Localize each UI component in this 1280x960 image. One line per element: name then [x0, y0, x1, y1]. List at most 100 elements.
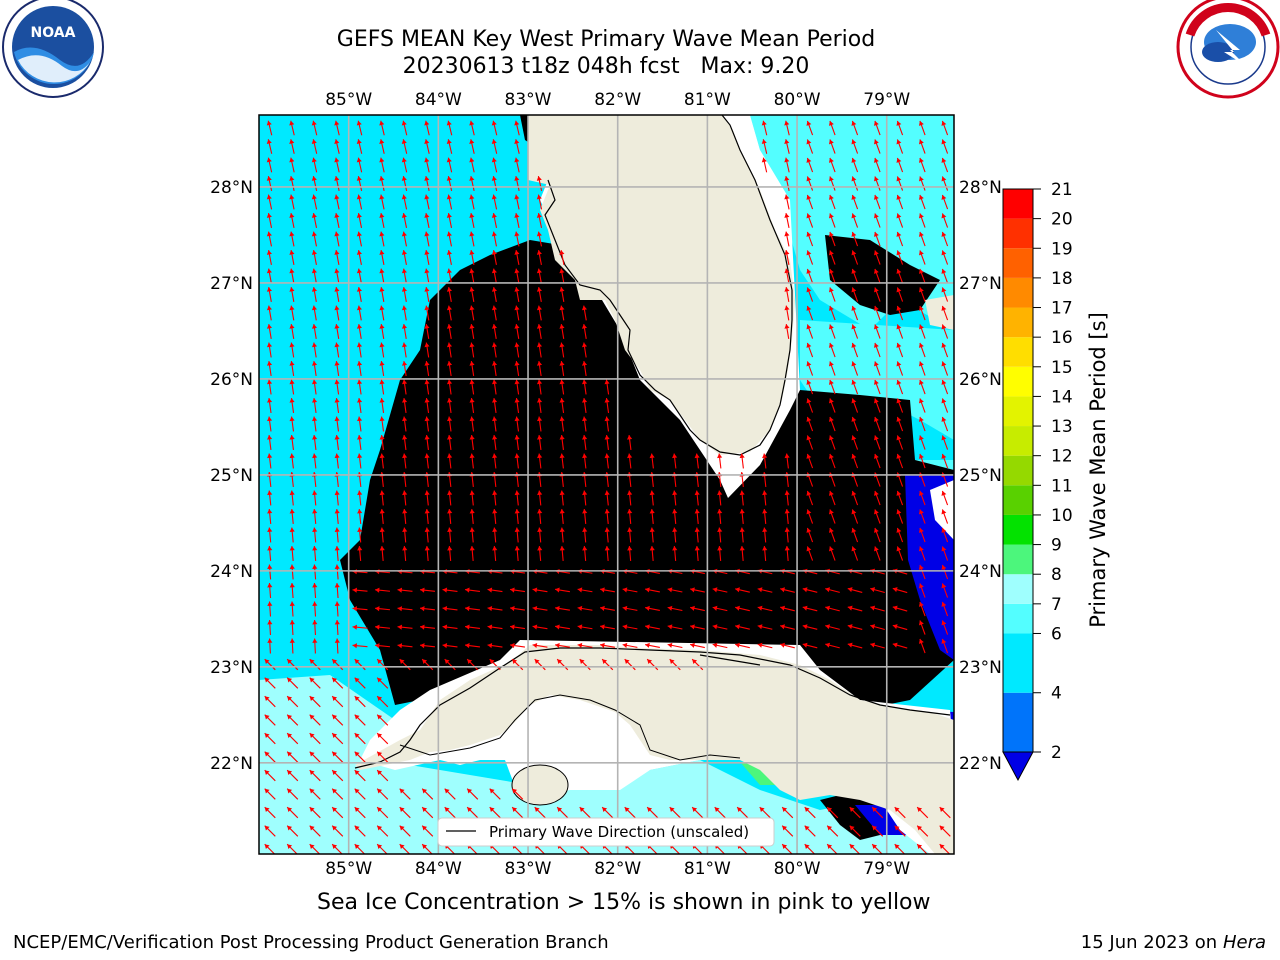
- wave-direction-arrowhead: [806, 324, 812, 330]
- lon-tick-label-bottom: 81°W: [684, 859, 731, 879]
- wave-direction-arrowhead: [379, 416, 385, 422]
- wave-direction-arrowhead: [806, 490, 812, 496]
- wave-direction-arrowhead: [309, 659, 315, 665]
- wave-direction-arrowhead: [312, 583, 318, 588]
- wave-direction-arrowhead: [357, 509, 363, 514]
- wave-direction-arrowhead: [828, 398, 834, 404]
- wave-direction-arrowhead: [784, 157, 790, 163]
- axis-tick-labels: 85°W 85°W 84°W 84°W 83°W 83°W 82°W 82°W 81°W 81°W…: [210, 90, 1002, 879]
- wave-direction-arrowhead: [847, 642, 853, 648]
- wave-direction-arrowhead: [356, 379, 363, 385]
- wave-direction-arrowhead: [491, 379, 498, 385]
- wave-direction-arrowhead: [873, 287, 879, 293]
- wave-direction-arrowhead: [828, 527, 834, 533]
- wave-direction-arrowhead: [489, 807, 495, 813]
- wave-direction-arrowhead: [402, 416, 408, 422]
- wave-direction-arrowhead: [536, 287, 542, 292]
- wave-direction-arrowhead: [375, 587, 380, 593]
- wave-direction-arrowhead: [892, 587, 898, 593]
- wave-direction-arrowhead: [375, 643, 380, 649]
- wave-direction-arrowhead: [289, 435, 295, 440]
- lon-tick-label-top: 80°W: [774, 90, 821, 110]
- wave-direction-arrowhead: [555, 605, 560, 612]
- lat-tick-label-left: 26°N: [210, 370, 253, 390]
- noaa-logo-icon: NOAA: [2, 0, 104, 98]
- ocean-period-6-7: [800, 320, 954, 440]
- wave-direction-arrowhead: [537, 527, 543, 533]
- wave-direction-arrowhead: [267, 509, 273, 514]
- wave-direction-arrowhead: [401, 361, 408, 366]
- wave-direction-arrowhead: [577, 624, 583, 630]
- wave-direction-arrowhead: [334, 453, 340, 459]
- wave-direction-arrowhead: [469, 157, 475, 163]
- wave-direction-arrowhead: [872, 807, 878, 813]
- wave-direction-arrowhead: [289, 509, 295, 514]
- wave-direction-arrowhead: [514, 361, 520, 366]
- wave-direction-arrowhead: [649, 453, 655, 459]
- wave-direction-arrowhead: [647, 807, 653, 813]
- wave-direction-arrowhead: [289, 638, 295, 643]
- wave-direction-arrowhead: [264, 844, 270, 850]
- wave-direction-arrowhead: [600, 624, 605, 630]
- wave-direction-arrowhead: [379, 213, 385, 218]
- wave-direction-arrowhead: [600, 642, 605, 648]
- wave-direction-arrowhead: [289, 601, 295, 606]
- wave-direction-arrowhead: [469, 213, 475, 218]
- wave-direction-arrowhead: [555, 624, 560, 630]
- wave-direction-arrowhead: [532, 605, 538, 612]
- wave-direction-arrowhead: [873, 398, 879, 404]
- wave-direction-arrowhead: [828, 546, 834, 552]
- wave-direction-arrowhead: [782, 807, 788, 813]
- wave-direction-arrowhead: [694, 546, 700, 551]
- wave-direction-arrowhead: [604, 416, 610, 422]
- wave-direction-arrowhead: [469, 139, 475, 144]
- ocean-period-6-7: [259, 675, 954, 854]
- wave-direction-arrowhead: [784, 509, 790, 514]
- wave-direction-arrowhead: [896, 398, 902, 404]
- wave-direction-arrowhead: [469, 416, 475, 422]
- wave-direction-arrowhead: [334, 361, 340, 366]
- colorbar-tick-label: 4: [1051, 684, 1062, 704]
- colorbar-segment: [1003, 218, 1033, 249]
- wave-direction-arrowhead: [514, 490, 520, 496]
- wave-direction-arrowhead: [332, 733, 338, 739]
- wave-direction-arrowhead: [287, 696, 293, 702]
- wave-direction-arrowhead: [941, 268, 947, 274]
- ocean-period-8-9: [740, 762, 775, 785]
- wave-direction-arrows: [264, 120, 951, 854]
- wave-direction-arrowhead: [514, 287, 520, 292]
- wave-direction-arrowhead: [397, 606, 403, 612]
- wave-direction-arrowhead: [312, 416, 318, 422]
- wave-direction-arrowhead: [377, 807, 383, 813]
- wave-direction-arrowhead: [941, 490, 947, 496]
- wave-direction-arrowhead: [334, 250, 340, 255]
- wave-direction-arrowhead: [289, 120, 295, 126]
- wave-direction-arrowhead: [289, 379, 295, 385]
- wave-direction-arrowhead: [334, 435, 340, 440]
- wave-direction-arrowhead: [512, 788, 518, 794]
- wave-direction-arrowhead: [469, 342, 475, 348]
- wave-direction-arrowhead: [851, 398, 857, 404]
- wave-direction-arrowhead: [377, 770, 383, 776]
- wave-direction-arrowhead: [917, 844, 923, 850]
- wave-direction-arrowhead: [357, 546, 363, 551]
- wave-direction-arrowhead: [918, 416, 924, 422]
- wave-direction-arrowhead: [401, 176, 407, 181]
- wave-direction-arrowhead: [873, 509, 879, 515]
- wave-direction-arrowhead: [784, 231, 790, 237]
- wave-direction-arrowhead: [757, 605, 763, 611]
- wave-direction-arrowhead: [804, 825, 810, 831]
- wave-direction-arrowhead: [402, 435, 408, 440]
- wave-direction-arrowhead: [828, 435, 834, 441]
- wave-direction-arrowhead: [469, 379, 475, 385]
- wave-direction-arrowhead: [492, 416, 498, 422]
- florida-keys: [631, 504, 681, 519]
- wave-direction-arrowhead: [828, 416, 834, 422]
- wave-direction-arrowhead: [424, 194, 430, 200]
- wave-direction-arrowhead: [447, 509, 453, 514]
- wave-direction-arrowhead: [941, 120, 947, 126]
- wave-direction-arrowhead: [918, 453, 924, 459]
- wave-direction-arrowhead: [289, 620, 295, 625]
- wave-direction-arrowhead: [377, 751, 383, 757]
- wave-direction-arrowhead: [489, 788, 495, 794]
